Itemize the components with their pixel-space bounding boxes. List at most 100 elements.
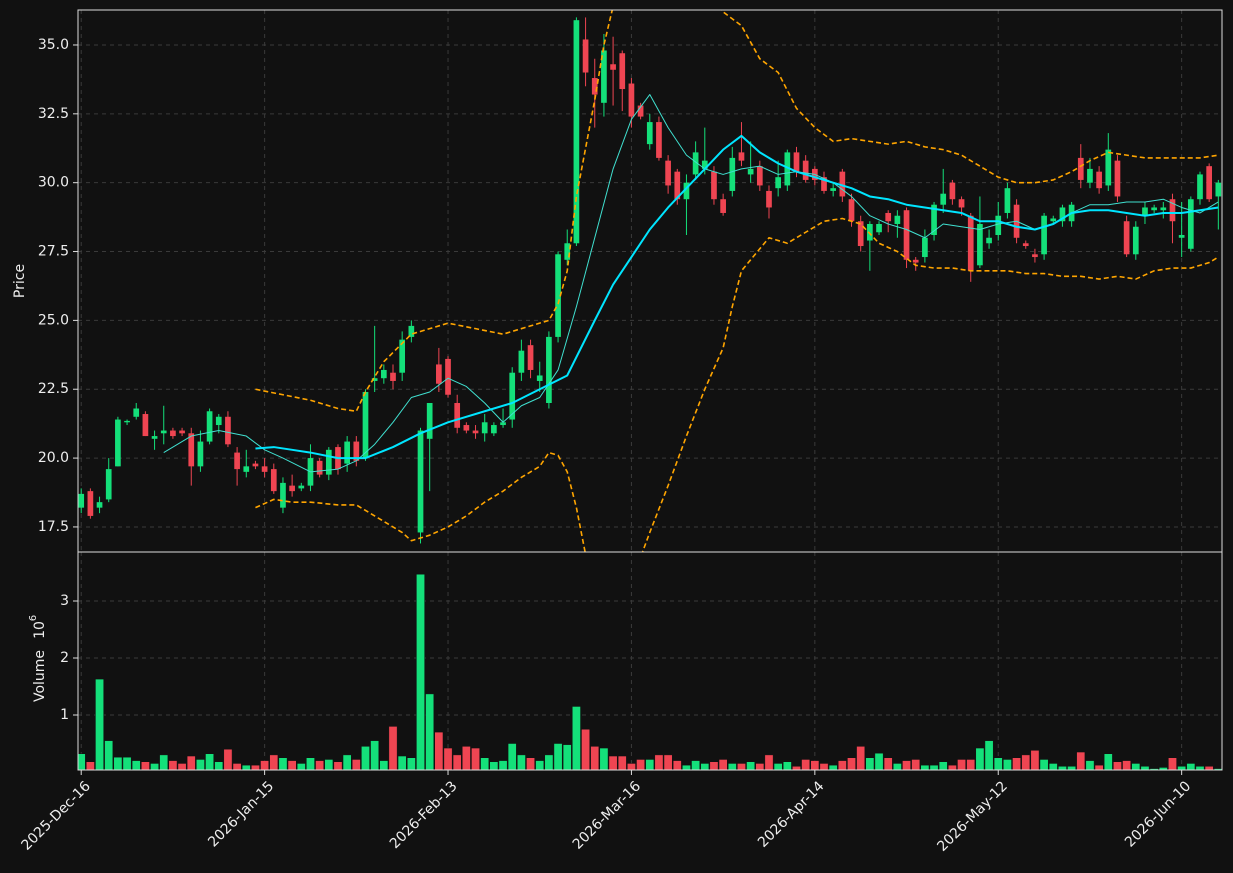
candle-body [527,345,534,370]
volume-bar [1113,761,1122,770]
volume-bar [782,761,792,770]
y-tick-label: 17.5 [38,519,69,535]
candle-body [784,152,791,186]
candle-body [417,430,424,533]
overlay-line [255,134,1219,460]
candle-body [325,449,332,475]
volume-bar [425,693,435,770]
y-tick-label: 27.5 [38,244,69,260]
volume-bar [315,760,325,770]
volume-bar [581,728,590,770]
volume-bar [1039,759,1049,770]
candle-body [977,223,983,266]
candle-body [188,433,195,467]
volume-bar [847,757,856,770]
y-axis-label: Price [12,264,28,298]
overlay-line [255,10,1219,413]
volume-bar [397,755,407,770]
candle-body [701,160,708,169]
candle-body [756,166,763,186]
price-layer [78,17,1222,544]
candle-body [518,350,525,373]
volume-bar [196,759,205,770]
candle-body [500,422,506,426]
candle-body [1178,235,1185,238]
candle-body [656,122,662,158]
candle-body [1114,160,1121,197]
volume-bar [1158,767,1168,770]
candle-body [179,430,185,434]
volume-bar [709,761,719,770]
volume-bar [406,757,416,770]
volume-bar [526,757,535,770]
candle-body [949,182,956,200]
candle-body [298,485,305,489]
candle-body [1050,218,1057,222]
candle-body [619,53,626,90]
candle-body [371,378,378,381]
volume-bar [1067,766,1076,770]
volume-bar [1103,753,1113,770]
volume-bar [553,743,563,770]
volume-bar [911,759,921,770]
volume-bar [874,752,884,770]
volume-bar [672,760,682,770]
candle-body [1041,215,1047,255]
volume-bar [480,757,490,770]
volume-bar [168,760,178,770]
candle-body [793,152,800,172]
volume-bar [654,754,664,770]
candle-body [903,210,910,260]
volume-bar [1140,766,1150,770]
candle-body [316,460,323,475]
grid-layer [78,10,1222,770]
volume-bar [636,759,645,770]
volume-bar [452,754,462,770]
volume-bar [617,755,627,770]
candle-body [646,122,653,145]
candle-body [380,369,387,379]
candle-body [729,157,736,191]
volume-bar [1012,757,1021,770]
candle-body [215,416,222,426]
volume-bar [361,746,370,770]
candle-body [270,469,277,492]
overlay-layer [163,10,1219,552]
candle-body [1123,221,1130,255]
candle-body [848,199,855,222]
volume-bar [572,706,581,770]
volume-bar [489,761,499,770]
candle-body [408,325,415,337]
candle-body [170,430,176,437]
overlay-line [255,217,1219,552]
volume-bar [388,726,398,770]
candle-body [436,364,442,384]
volume-bar [920,764,930,770]
candle-body [747,168,754,175]
candle-body [1032,254,1038,258]
volume-bar [902,760,911,770]
volume-bar [993,757,1003,770]
candle-body [867,223,873,241]
volume-bar [645,759,655,770]
volume-bar [205,753,214,770]
candle-body [353,441,360,461]
candle-body [1132,226,1139,255]
volume-bar [86,761,95,770]
volume-bar [287,760,297,770]
volume-bar [608,755,618,770]
volume-bar [819,763,829,770]
candle-body [940,193,947,205]
volume-axis-label: Volume 10 6 [28,615,48,702]
volume-tick-label: 2 [60,650,69,666]
volume-label: Volume [32,650,48,702]
candle-body [1206,166,1213,200]
candle-body [445,358,451,395]
candle-body [628,83,635,117]
candle-body [857,221,864,247]
candle-body [261,466,268,472]
volume-bar [535,760,545,770]
candle-body [766,190,772,208]
volume-bar [1048,763,1058,770]
candle-body [509,372,516,420]
